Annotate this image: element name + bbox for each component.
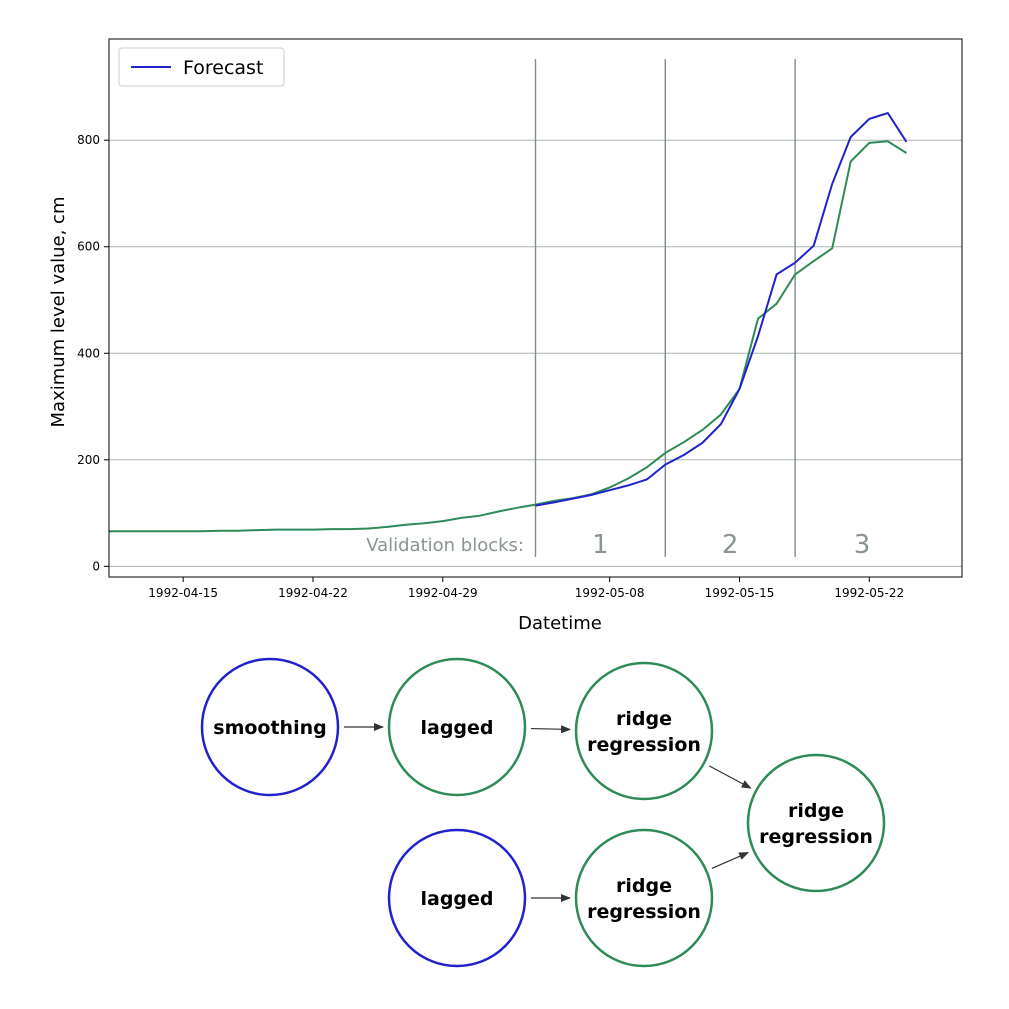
node-label: lagged — [420, 717, 493, 739]
x-tick-label: 1992-05-08 — [575, 586, 645, 600]
y-tick-label: 0 — [92, 559, 100, 573]
diagram-node-ridge1: ridge regression — [574, 661, 714, 801]
x-tick-label: 1992-05-22 — [834, 586, 904, 600]
series-line-actual — [109, 140, 907, 533]
node-label: regression — [759, 826, 873, 848]
x-tick-label: 1992-05-15 — [705, 586, 775, 600]
legend-box — [118, 47, 285, 87]
x-tick-label: 1992-04-22 — [278, 586, 348, 600]
validation-blocks-label: Validation blocks: — [366, 535, 524, 556]
node-circle — [387, 657, 527, 797]
diagram-arrow — [711, 852, 750, 869]
node-circle — [574, 661, 714, 801]
node-circle — [574, 828, 714, 968]
diagram-node-smoothing: smoothing — [200, 657, 340, 797]
validation-block-number: 2 — [722, 530, 739, 560]
plot-frame — [108, 38, 963, 578]
y-tick-label: 600 — [77, 240, 100, 254]
node-label: regression — [587, 901, 701, 923]
diagram-arrow — [708, 765, 752, 789]
x-tick-label: 1992-04-15 — [148, 586, 218, 600]
node-label: ridge — [616, 708, 672, 730]
x-tick-label: 1992-04-29 — [408, 586, 478, 600]
diagram-node-ridge_final: ridge regression — [746, 753, 886, 893]
y-tick-label: 400 — [77, 346, 100, 360]
node-circle — [200, 657, 340, 797]
node-label: ridge — [616, 875, 672, 897]
node-label: lagged — [420, 888, 493, 910]
y-tick-label: 800 — [77, 133, 100, 147]
x-axis-label: Datetime — [518, 613, 602, 634]
diagram-node-lagged1: lagged — [387, 657, 527, 797]
diagram-arrow — [530, 725, 572, 734]
legend-label-forecast: Forecast — [183, 57, 263, 79]
forecast-chart: 0 200 400 600 800 1992-04-15 1992-04-22 1992-04… — [48, 38, 963, 634]
node-label: smoothing — [213, 717, 326, 739]
node-circle — [387, 828, 527, 968]
validation-block-number: 3 — [854, 530, 871, 560]
diagram-node-lagged2: lagged — [387, 828, 527, 968]
series-line-forecast — [535, 111, 908, 507]
validation-block-number: 1 — [592, 530, 609, 560]
node-label: ridge — [788, 800, 844, 822]
y-axis-label: Maximum level value, cm — [48, 197, 69, 428]
node-circle — [746, 753, 886, 893]
diagram-node-ridge2: ridge regression — [574, 828, 714, 968]
y-tick-label: 200 — [77, 453, 100, 467]
node-label: regression — [587, 734, 701, 756]
legend: Forecast — [118, 47, 285, 87]
